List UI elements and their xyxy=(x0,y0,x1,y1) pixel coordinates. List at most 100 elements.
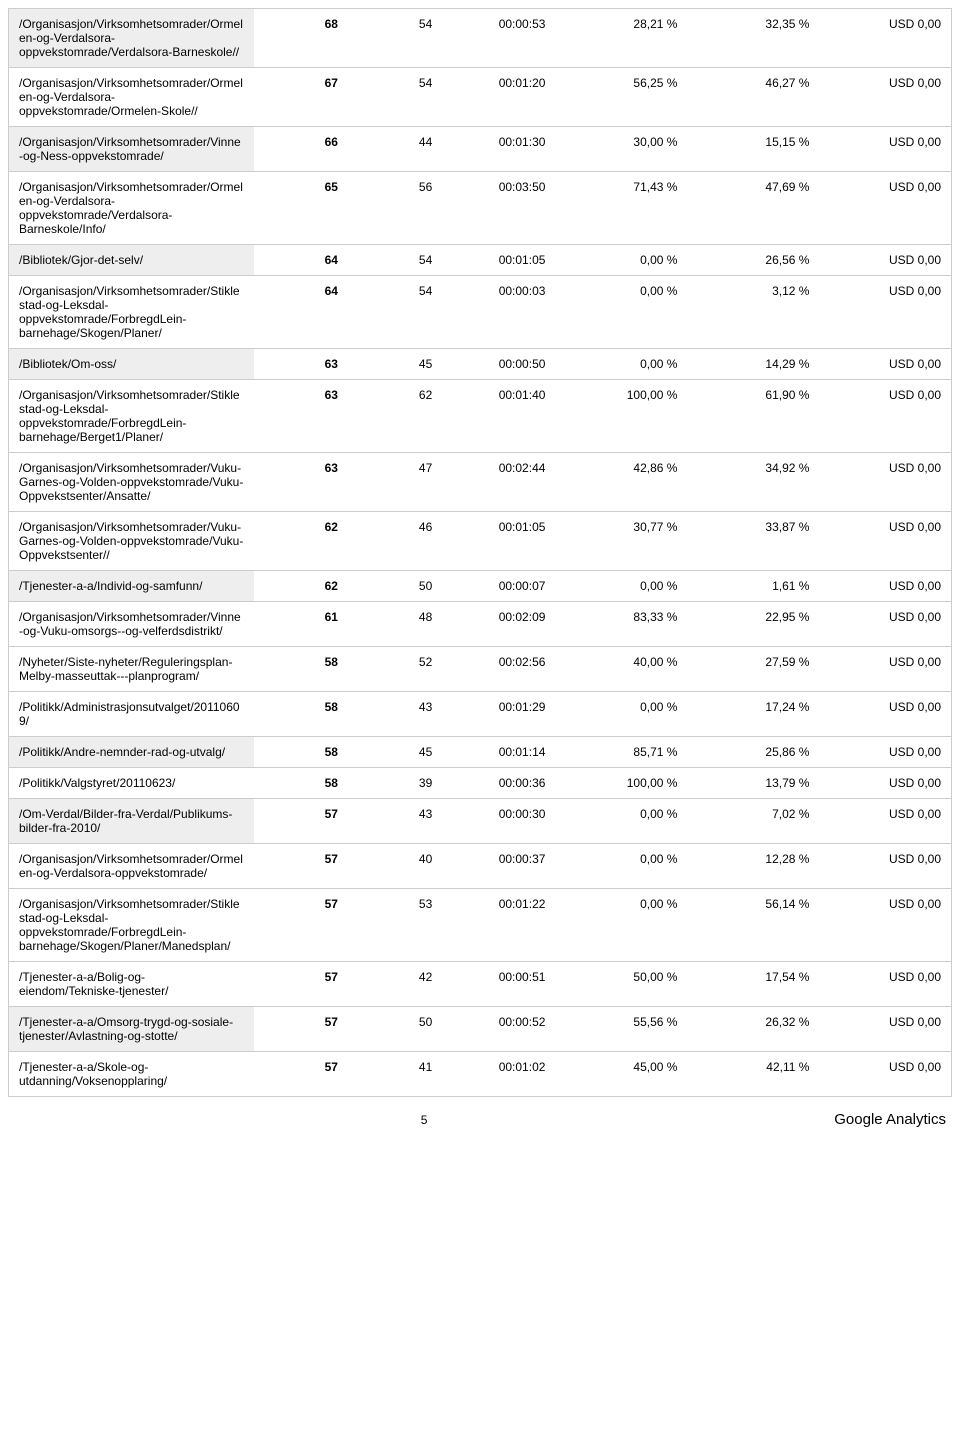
table-cell: /Organisasjon/Virksomhetsomrader/Vuku-Ga… xyxy=(9,453,254,512)
table-cell: 50 xyxy=(348,1007,442,1052)
table-cell: 0,00 % xyxy=(555,844,687,889)
table-cell: USD 0,00 xyxy=(819,799,951,844)
table-cell: 83,33 % xyxy=(555,602,687,647)
page-number: 5 xyxy=(14,1113,834,1127)
table-cell: 54 xyxy=(348,68,442,127)
table-cell: /Organisasjon/Virksomhetsomrader/Ormelen… xyxy=(9,844,254,889)
table-cell: 45 xyxy=(348,737,442,768)
table-cell: 14,29 % xyxy=(687,349,819,380)
table-cell: 64 xyxy=(254,245,348,276)
table-row: /Politikk/Valgstyret/20110623/583900:00:… xyxy=(9,768,952,799)
table-row: /Bibliotek/Om-oss/634500:00:500,00 %14,2… xyxy=(9,349,952,380)
table-cell: 00:01:22 xyxy=(442,889,555,962)
table-cell: 41 xyxy=(348,1052,442,1097)
table-cell: /Nyheter/Siste-nyheter/Reguleringsplan-M… xyxy=(9,647,254,692)
table-cell: 63 xyxy=(254,453,348,512)
table-cell: 62 xyxy=(348,380,442,453)
table-cell: 0,00 % xyxy=(555,245,687,276)
table-row: /Organisasjon/Virksomhetsomrader/Stikles… xyxy=(9,380,952,453)
table-cell: USD 0,00 xyxy=(819,349,951,380)
table-row: /Politikk/Administrasjonsutvalget/201106… xyxy=(9,692,952,737)
table-cell: 28,21 % xyxy=(555,9,687,68)
table-cell: 00:01:40 xyxy=(442,380,555,453)
table-cell: 00:01:29 xyxy=(442,692,555,737)
table-cell: /Politikk/Administrasjonsutvalget/201106… xyxy=(9,692,254,737)
table-cell: USD 0,00 xyxy=(819,844,951,889)
table-cell: /Tjenester-a-a/Omsorg-trygd-og-sosiale-t… xyxy=(9,1007,254,1052)
table-cell: 00:01:05 xyxy=(442,245,555,276)
table-cell: 85,71 % xyxy=(555,737,687,768)
table-cell: 12,28 % xyxy=(687,844,819,889)
table-cell: /Om-Verdal/Bilder-fra-Verdal/Publikums-b… xyxy=(9,799,254,844)
table-cell: 57 xyxy=(254,844,348,889)
table-cell: 0,00 % xyxy=(555,276,687,349)
table-cell: /Organisasjon/Virksomhetsomrader/Stikles… xyxy=(9,276,254,349)
table-cell: 27,59 % xyxy=(687,647,819,692)
table-cell: 63 xyxy=(254,380,348,453)
table-cell: 53 xyxy=(348,889,442,962)
table-cell: 57 xyxy=(254,799,348,844)
table-cell: 62 xyxy=(254,512,348,571)
table-cell: 58 xyxy=(254,768,348,799)
analytics-table: /Organisasjon/Virksomhetsomrader/Ormelen… xyxy=(8,8,952,1097)
table-cell: 100,00 % xyxy=(555,768,687,799)
table-cell: 00:01:20 xyxy=(442,68,555,127)
table-cell: 0,00 % xyxy=(555,889,687,962)
table-cell: 65 xyxy=(254,172,348,245)
table-cell: 57 xyxy=(254,889,348,962)
table-cell: /Organisasjon/Virksomhetsomrader/Stikles… xyxy=(9,889,254,962)
table-cell: USD 0,00 xyxy=(819,245,951,276)
table-cell: 42,86 % xyxy=(555,453,687,512)
table-cell: 00:01:30 xyxy=(442,127,555,172)
table-cell: USD 0,00 xyxy=(819,692,951,737)
table-row: /Nyheter/Siste-nyheter/Reguleringsplan-M… xyxy=(9,647,952,692)
table-cell: /Organisasjon/Virksomhetsomrader/Ormelen… xyxy=(9,9,254,68)
table-row: /Tjenester-a-a/Individ-og-samfunn/625000… xyxy=(9,571,952,602)
table-cell: USD 0,00 xyxy=(819,768,951,799)
table-cell: 13,79 % xyxy=(687,768,819,799)
table-cell: 56 xyxy=(348,172,442,245)
table-cell: /Organisasjon/Virksomhetsomrader/Vinne-o… xyxy=(9,602,254,647)
table-cell: 45 xyxy=(348,349,442,380)
table-row: /Organisasjon/Virksomhetsomrader/Ormelen… xyxy=(9,172,952,245)
table-cell: 47 xyxy=(348,453,442,512)
table-cell: 17,54 % xyxy=(687,962,819,1007)
table-cell: 44 xyxy=(348,127,442,172)
table-cell: 67 xyxy=(254,68,348,127)
table-cell: 00:01:02 xyxy=(442,1052,555,1097)
table-cell: 40,00 % xyxy=(555,647,687,692)
table-cell: 61,90 % xyxy=(687,380,819,453)
table-cell: 00:00:30 xyxy=(442,799,555,844)
table-cell: 54 xyxy=(348,276,442,349)
table-cell: 100,00 % xyxy=(555,380,687,453)
table-row: /Organisasjon/Virksomhetsomrader/Vinne-o… xyxy=(9,602,952,647)
table-cell: /Organisasjon/Virksomhetsomrader/Vinne-o… xyxy=(9,127,254,172)
table-cell: 43 xyxy=(348,692,442,737)
table-cell: 0,00 % xyxy=(555,799,687,844)
table-cell: 57 xyxy=(254,1052,348,1097)
table-cell: 55,56 % xyxy=(555,1007,687,1052)
table-cell: 30,00 % xyxy=(555,127,687,172)
table-cell: 32,35 % xyxy=(687,9,819,68)
table-cell: 00:00:37 xyxy=(442,844,555,889)
table-cell: 0,00 % xyxy=(555,692,687,737)
table-cell: 00:00:52 xyxy=(442,1007,555,1052)
table-cell: 46,27 % xyxy=(687,68,819,127)
page-footer: 5 Google Analytics xyxy=(8,1111,952,1128)
table-cell: 00:00:03 xyxy=(442,276,555,349)
table-row: /Bibliotek/Gjor-det-selv/645400:01:050,0… xyxy=(9,245,952,276)
table-cell: 68 xyxy=(254,9,348,68)
table-row: /Tjenester-a-a/Skole-og-utdanning/Voksen… xyxy=(9,1052,952,1097)
table-cell: USD 0,00 xyxy=(819,9,951,68)
table-cell: /Tjenester-a-a/Individ-og-samfunn/ xyxy=(9,571,254,602)
table-cell: 0,00 % xyxy=(555,349,687,380)
table-cell: 17,24 % xyxy=(687,692,819,737)
table-row: /Organisasjon/Virksomhetsomrader/Stikles… xyxy=(9,889,952,962)
table-row: /Organisasjon/Virksomhetsomrader/Ormelen… xyxy=(9,844,952,889)
table-cell: USD 0,00 xyxy=(819,512,951,571)
table-cell: /Organisasjon/Virksomhetsomrader/Ormelen… xyxy=(9,68,254,127)
table-cell: 00:00:51 xyxy=(442,962,555,1007)
table-cell: 22,95 % xyxy=(687,602,819,647)
table-cell: 00:02:44 xyxy=(442,453,555,512)
table-row: /Organisasjon/Virksomhetsomrader/Stikles… xyxy=(9,276,952,349)
